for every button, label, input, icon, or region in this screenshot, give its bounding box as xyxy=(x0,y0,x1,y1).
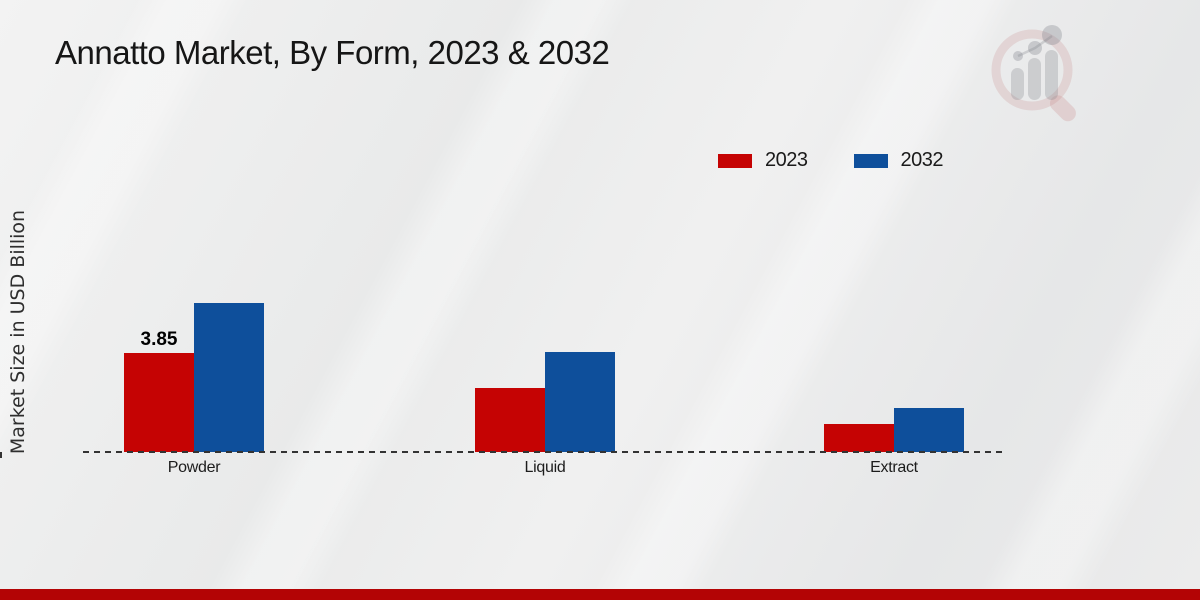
legend-label-2032: 2032 xyxy=(900,149,944,171)
bar-2023-extract xyxy=(824,424,894,452)
category-label-liquid: Liquid xyxy=(524,459,566,476)
bar-2023-liquid xyxy=(475,388,545,452)
legend-item-2023: 2023 xyxy=(718,149,808,172)
footer-accent-bar xyxy=(0,589,1200,600)
x-axis-baseline xyxy=(83,451,1007,453)
axis-tick xyxy=(0,452,2,458)
bar-2023-powder xyxy=(124,353,194,452)
bar-2032-liquid xyxy=(545,352,615,452)
magnifier-bar-chart-logo-icon xyxy=(991,25,1076,122)
legend: 2023 2032 xyxy=(718,149,943,172)
legend-label-2023: 2023 xyxy=(765,149,808,171)
category-label-powder: Powder xyxy=(167,459,221,476)
legend-swatch-2032 xyxy=(853,153,888,168)
chart-title: Annatto Market, By Form, 2023 & 2032 xyxy=(55,34,610,71)
bar-2032-powder xyxy=(194,303,264,452)
bar-value-label: 3.85 xyxy=(140,329,178,350)
y-axis-title: Market Size in USD Billion xyxy=(7,209,29,455)
legend-item-2032: 2032 xyxy=(853,149,944,172)
category-label-extract: Extract xyxy=(870,459,918,476)
legend-swatch-2023 xyxy=(718,153,752,168)
bar-2032-extract xyxy=(894,408,964,452)
